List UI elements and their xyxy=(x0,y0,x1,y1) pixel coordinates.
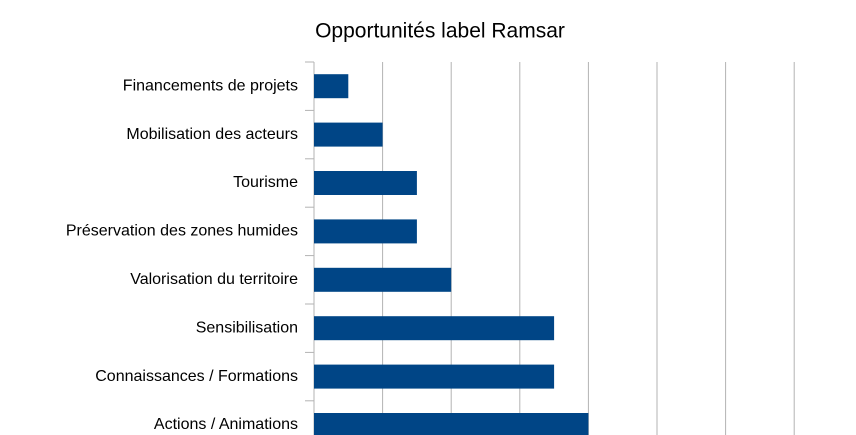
y-tick-label: Financements de projets xyxy=(123,77,298,94)
bar xyxy=(314,74,349,99)
bar xyxy=(314,413,589,435)
chart-title: Opportunités label Ramsar xyxy=(315,20,565,43)
y-tick-label: Mobilisation des acteurs xyxy=(126,126,298,143)
bar xyxy=(314,316,555,341)
bar xyxy=(314,219,417,244)
bar xyxy=(314,122,383,147)
bar xyxy=(314,267,452,292)
y-tick-label: Préservation des zones humides xyxy=(66,223,298,240)
y-tick-label: Connaissances / Formations xyxy=(95,368,298,385)
bar xyxy=(314,364,555,389)
y-tick-label: Sensibilisation xyxy=(196,319,298,336)
y-tick-label: Tourisme xyxy=(233,174,298,191)
y-tick-label: Valorisation du territoire xyxy=(130,271,298,288)
y-tick-label: Actions / Animations xyxy=(154,416,298,433)
bar xyxy=(314,171,417,195)
